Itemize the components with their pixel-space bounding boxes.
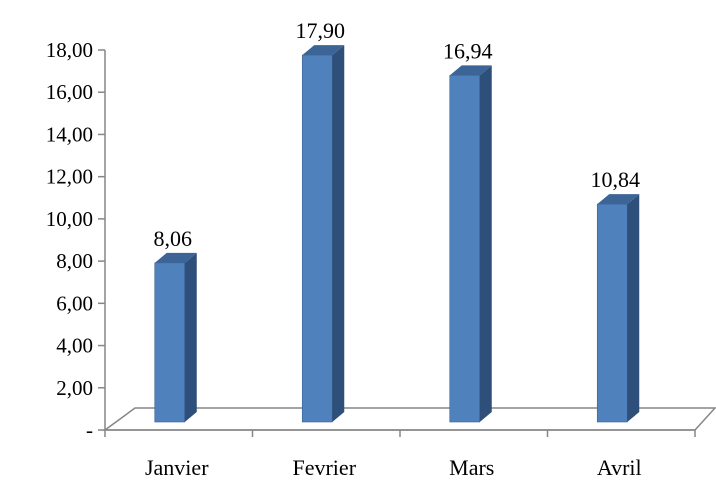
y-tick-label: 2,00: [56, 376, 93, 400]
category-labels: Janvier Fevrier Mars Avril: [145, 455, 642, 480]
y-tick-label: 16,00: [46, 80, 93, 104]
bar-top: [154, 252, 197, 263]
bar-side: [332, 45, 345, 422]
data-label: 16,94: [443, 38, 493, 63]
bar-front: [301, 54, 333, 423]
y-axis-ticks: - 2,00 4,00 6,00 8,00 10,00 12,00 14,00 16,00 18,…: [46, 38, 105, 442]
y-tick-label: 18,00: [46, 38, 93, 62]
y-tick-label: 6,00: [56, 291, 93, 315]
y-tick-label: 8,00: [56, 249, 93, 273]
bar-top: [449, 65, 492, 76]
category-label: Mars: [449, 455, 494, 480]
y-tick-label: -: [86, 418, 93, 442]
bar-avril: [596, 194, 640, 423]
y-tick-label: 14,00: [46, 122, 93, 146]
bar-front: [449, 75, 481, 423]
bar-fevrier: [301, 45, 345, 423]
category-label: Avril: [597, 455, 642, 480]
x-axis-ticks: [104, 430, 696, 437]
bar-janvier: [154, 252, 197, 423]
data-labels: 8,06 17,90 16,94 10,84: [154, 18, 641, 251]
y-tick-label: 4,00: [56, 334, 93, 358]
y-tick-label: 12,00: [46, 165, 93, 189]
bar-mars: [449, 65, 492, 423]
category-label: Fevrier: [292, 455, 356, 480]
bar-side: [627, 194, 640, 422]
bar-side: [184, 252, 197, 422]
category-label: Janvier: [145, 455, 209, 480]
bar-top: [597, 194, 640, 205]
y-tick-label: 10,00: [46, 207, 93, 231]
bar-front: [154, 262, 186, 423]
data-label: 17,90: [296, 18, 346, 43]
bar-top: [302, 45, 345, 56]
bar-front: [596, 203, 628, 423]
bars: [154, 45, 640, 423]
data-label: 8,06: [154, 226, 193, 251]
bar-side: [479, 65, 492, 422]
data-label: 10,84: [591, 167, 641, 192]
